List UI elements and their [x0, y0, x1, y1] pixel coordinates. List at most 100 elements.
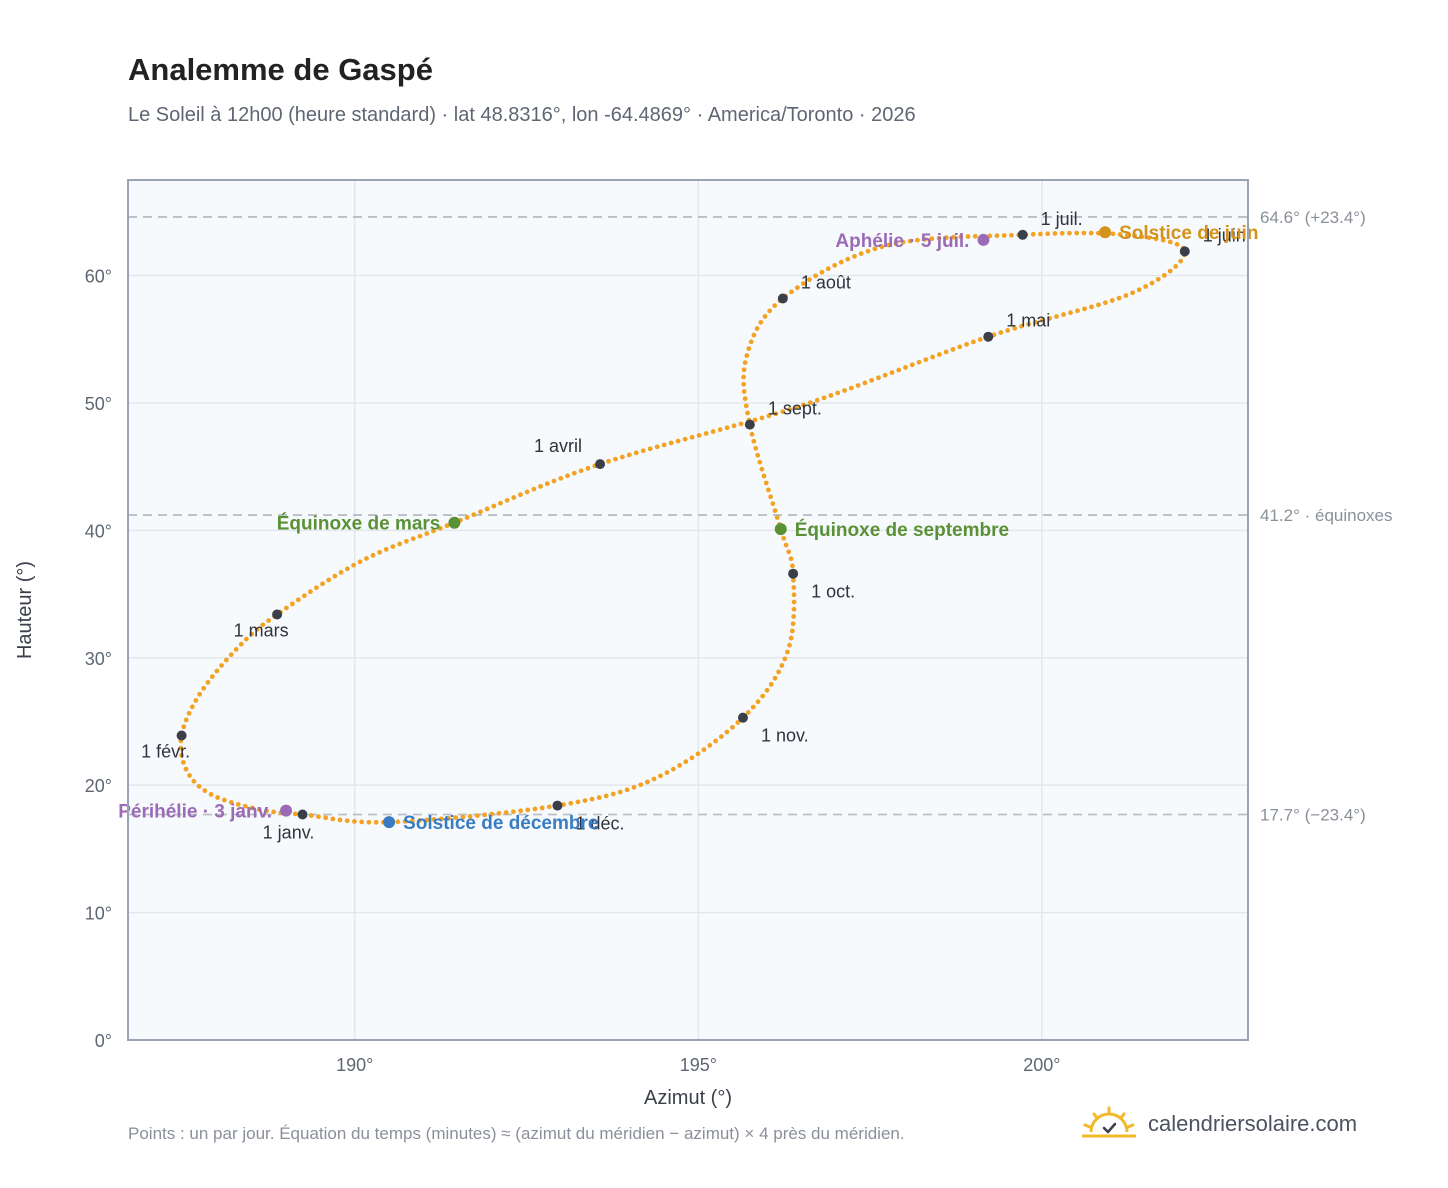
day-point — [677, 763, 683, 768]
day-point — [791, 606, 797, 612]
day-point — [964, 341, 969, 347]
day-point — [741, 367, 747, 373]
day-point — [972, 233, 978, 239]
day-point — [855, 383, 861, 388]
day-point — [1068, 310, 1073, 316]
day-point — [750, 704, 756, 710]
day-point — [320, 581, 325, 587]
reference-line-label: 64.6° (+23.4°) — [1260, 208, 1366, 227]
month-marker — [297, 809, 308, 820]
day-point — [1116, 295, 1122, 301]
day-point — [807, 400, 813, 406]
day-point — [762, 314, 768, 319]
day-point — [424, 531, 430, 536]
y-tick-label: 0° — [95, 1031, 112, 1051]
day-point — [768, 681, 774, 687]
month-marker — [176, 730, 187, 741]
day-point — [568, 800, 574, 806]
day-point — [531, 486, 537, 492]
day-point — [936, 235, 942, 241]
day-point — [744, 353, 750, 358]
x-axis-label: Azimut (°) — [644, 1087, 732, 1109]
day-point — [651, 776, 657, 782]
day-point — [936, 352, 942, 357]
day-point — [807, 277, 812, 283]
day-point — [1123, 293, 1129, 298]
day-point — [214, 668, 220, 674]
sun-check-logo-icon — [1082, 1106, 1136, 1138]
day-point — [1174, 241, 1180, 247]
day-point — [617, 789, 623, 795]
day-point — [780, 409, 786, 415]
day-point — [994, 233, 1000, 239]
day-point — [872, 246, 878, 252]
day-point — [444, 523, 450, 529]
day-point — [774, 515, 780, 520]
day-point — [776, 669, 782, 675]
day-point — [701, 747, 707, 753]
y-tick-label: 40° — [85, 521, 112, 541]
day-point — [254, 626, 260, 632]
day-point — [977, 337, 983, 342]
event-label: Périhélie · 3 janv. — [118, 802, 272, 823]
day-point — [1082, 306, 1087, 312]
day-point — [943, 235, 949, 241]
day-point — [431, 528, 436, 534]
day-point — [658, 773, 663, 779]
day-point — [770, 501, 776, 507]
day-point — [383, 546, 389, 552]
event-marker — [448, 516, 461, 529]
day-point — [1173, 264, 1179, 269]
day-point — [377, 549, 382, 555]
day-point — [814, 397, 820, 403]
day-point — [603, 793, 609, 799]
day-point — [876, 375, 881, 381]
day-point — [478, 509, 483, 515]
day-point — [647, 446, 653, 452]
day-point — [1081, 230, 1087, 236]
day-point — [801, 402, 806, 408]
month-marker — [788, 568, 799, 579]
day-point — [689, 434, 695, 440]
day-point — [766, 487, 771, 493]
day-point — [489, 811, 495, 817]
day-point — [256, 807, 262, 812]
day-point — [1067, 230, 1072, 236]
day-point — [323, 815, 329, 821]
month-marker-label: 1 mars — [234, 620, 289, 640]
reference-line-label: 41.2° · équinoxes — [1260, 506, 1393, 525]
day-point — [787, 642, 792, 648]
day-point — [215, 795, 221, 800]
day-point — [998, 330, 1004, 335]
day-point — [1143, 284, 1149, 289]
day-point — [749, 431, 755, 437]
brand[interactable]: calendriersolaire.com — [1082, 1104, 1357, 1144]
day-point — [209, 674, 215, 680]
day-point — [410, 536, 416, 542]
day-point — [596, 795, 602, 800]
day-point — [484, 506, 490, 512]
chart-subtitle: Le Soleil à 12h00 (heure standard) · lat… — [128, 104, 916, 126]
axis-ticks: 190° 195° 200° 0° 10° 20° 30° 40° 50° 60° — [85, 267, 1061, 1075]
day-point — [741, 381, 747, 387]
day-point — [235, 801, 241, 807]
day-point — [730, 724, 735, 730]
day-point — [619, 454, 625, 460]
month-marker-label: 1 avril — [534, 436, 582, 456]
day-point — [738, 421, 744, 427]
month-marker — [552, 800, 563, 811]
day-point — [755, 699, 761, 705]
plot-frame — [127, 179, 1249, 1041]
day-point — [337, 817, 343, 823]
day-point — [664, 770, 670, 775]
day-point — [208, 792, 214, 797]
day-point — [223, 657, 229, 663]
day-point — [624, 787, 630, 793]
day-point — [791, 592, 797, 598]
day-point — [788, 556, 794, 562]
day-point — [741, 374, 746, 380]
y-tick-label: 20° — [85, 776, 112, 796]
day-point — [800, 281, 806, 286]
day-point — [683, 759, 689, 765]
